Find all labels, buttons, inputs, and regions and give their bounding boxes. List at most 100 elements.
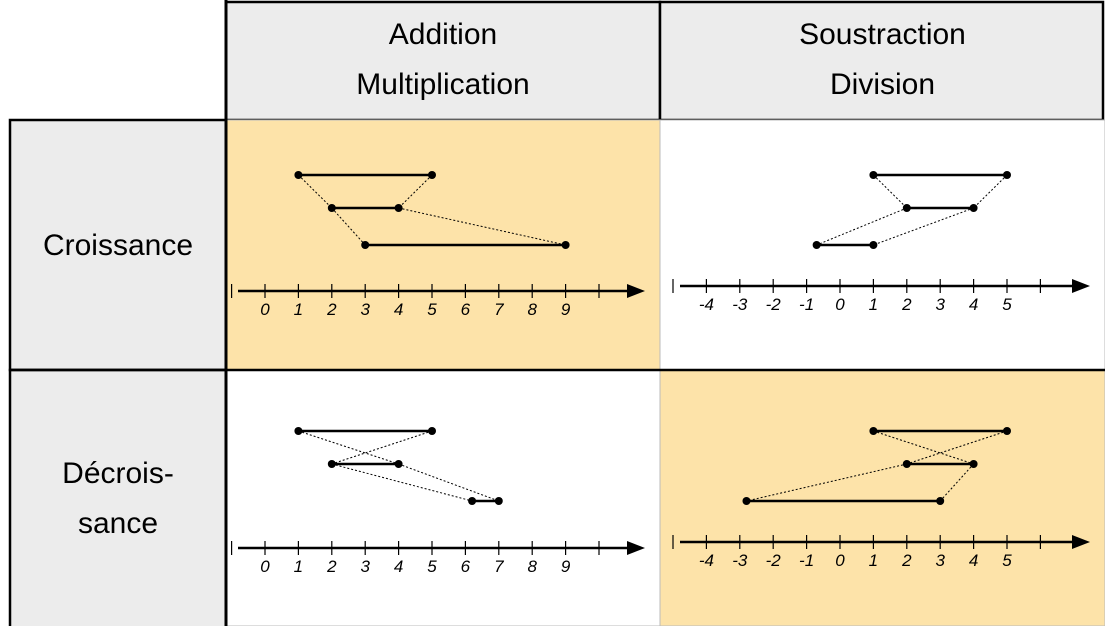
tick-label: 0 bbox=[260, 300, 270, 319]
endpoint bbox=[468, 497, 477, 505]
endpoint bbox=[902, 204, 911, 212]
dotted-link bbox=[331, 463, 473, 502]
endpoint bbox=[561, 241, 570, 249]
dotted-link bbox=[816, 207, 907, 246]
endpoint bbox=[869, 427, 878, 435]
tick-label: 3 bbox=[360, 557, 370, 576]
arrow-head bbox=[1072, 279, 1090, 293]
endpoint bbox=[1003, 171, 1011, 179]
tick-label: 3 bbox=[935, 551, 945, 570]
dotted-link bbox=[298, 430, 399, 465]
tick-label: 8 bbox=[527, 300, 537, 319]
tick-label: 5 bbox=[427, 300, 437, 319]
tick-label: -4 bbox=[699, 551, 714, 570]
cell-background bbox=[659, 369, 1105, 626]
column-header: Addition bbox=[389, 18, 497, 51]
header-cell bbox=[224, 0, 662, 122]
endpoint bbox=[494, 497, 503, 505]
arrow-head bbox=[1072, 535, 1090, 549]
dotted-link bbox=[331, 430, 433, 465]
tick-label: 1 bbox=[294, 557, 303, 576]
cell-background bbox=[659, 119, 1105, 371]
arrow-head bbox=[627, 541, 645, 555]
endpoint bbox=[969, 460, 978, 468]
row-header: Croissance bbox=[43, 229, 193, 262]
tick-label: 0 bbox=[835, 295, 845, 314]
dotted-link bbox=[398, 207, 566, 246]
column-header: Multiplication bbox=[356, 68, 529, 101]
tick-label: 1 bbox=[294, 300, 303, 319]
column-header: Division bbox=[830, 68, 935, 101]
tick-label: -2 bbox=[766, 551, 782, 570]
cells: 0 1 2 3 4 5 6 7 8 9 -4 -3 -2 -1 0 1 2 3 4 5 0 1 2 3 4 5 6 7 8 9 -4 -3 -2… bbox=[225, 119, 1105, 626]
endpoint bbox=[812, 241, 821, 249]
cell-background bbox=[225, 369, 661, 626]
row-header-cell bbox=[8, 368, 228, 626]
dotted-link bbox=[873, 430, 974, 465]
column-header: Soustraction bbox=[799, 18, 966, 51]
cell: -4 -3 -2 -1 0 1 2 3 4 5 bbox=[659, 119, 1105, 371]
tick-label: 2 bbox=[901, 551, 912, 570]
dotted-link bbox=[873, 207, 974, 246]
row-header: sance bbox=[78, 507, 158, 540]
tick-label: -1 bbox=[799, 551, 814, 570]
endpoint bbox=[969, 204, 978, 212]
tick-label: 7 bbox=[494, 300, 504, 319]
tick-label: -3 bbox=[732, 295, 748, 314]
tick-label: 4 bbox=[394, 557, 403, 576]
tick-label: 5 bbox=[1002, 551, 1012, 570]
row-header: Décrois- bbox=[62, 457, 174, 490]
dotted-link bbox=[398, 463, 499, 502]
tick-label: 2 bbox=[901, 295, 912, 314]
dotted-link bbox=[331, 207, 366, 246]
endpoint bbox=[869, 171, 878, 179]
header-cell bbox=[658, 0, 1105, 122]
tick-label: 9 bbox=[561, 300, 571, 319]
tick-label: 2 bbox=[326, 557, 337, 576]
tick-label: 1 bbox=[869, 551, 878, 570]
tick-label: -4 bbox=[699, 295, 714, 314]
cell: 0 1 2 3 4 5 6 7 8 9 bbox=[225, 119, 661, 371]
cell: 0 1 2 3 4 5 6 7 8 9 bbox=[225, 369, 661, 626]
tick-label: 7 bbox=[494, 557, 504, 576]
endpoint bbox=[1003, 427, 1011, 435]
endpoint bbox=[394, 460, 403, 468]
tick-label: 2 bbox=[326, 300, 337, 319]
tick-label: 5 bbox=[1002, 295, 1012, 314]
tick-label: -1 bbox=[799, 295, 814, 314]
tick-label: 6 bbox=[461, 557, 471, 576]
tick-label: 5 bbox=[427, 557, 437, 576]
tick-label: 4 bbox=[969, 295, 978, 314]
tick-label: 8 bbox=[527, 557, 537, 576]
endpoint bbox=[742, 497, 751, 505]
tick-label: 3 bbox=[360, 300, 370, 319]
endpoint bbox=[428, 427, 436, 435]
tick-label: 3 bbox=[935, 295, 945, 314]
tick-label: 0 bbox=[835, 551, 845, 570]
endpoint bbox=[936, 497, 945, 505]
endpoint bbox=[294, 171, 303, 179]
tick-label: 1 bbox=[869, 295, 878, 314]
dotted-link bbox=[746, 463, 907, 502]
endpoint bbox=[361, 241, 370, 249]
tick-label: 6 bbox=[461, 300, 471, 319]
tick-label: -3 bbox=[732, 551, 748, 570]
row-header-cell bbox=[8, 118, 228, 372]
endpoint bbox=[902, 460, 911, 468]
tick-label: 4 bbox=[969, 551, 978, 570]
tick-label: 4 bbox=[394, 300, 403, 319]
dotted-link bbox=[906, 430, 1008, 465]
endpoint bbox=[428, 171, 436, 179]
tick-label: 0 bbox=[260, 557, 270, 576]
tick-label: 9 bbox=[561, 557, 571, 576]
cell: -4 -3 -2 -1 0 1 2 3 4 5 bbox=[659, 369, 1105, 626]
endpoint bbox=[327, 204, 336, 212]
endpoint bbox=[294, 427, 303, 435]
arrow-head bbox=[627, 284, 645, 298]
endpoint bbox=[394, 204, 403, 212]
endpoint bbox=[869, 241, 878, 249]
endpoint bbox=[327, 460, 336, 468]
dotted-link bbox=[939, 463, 974, 502]
tick-label: -2 bbox=[766, 295, 782, 314]
